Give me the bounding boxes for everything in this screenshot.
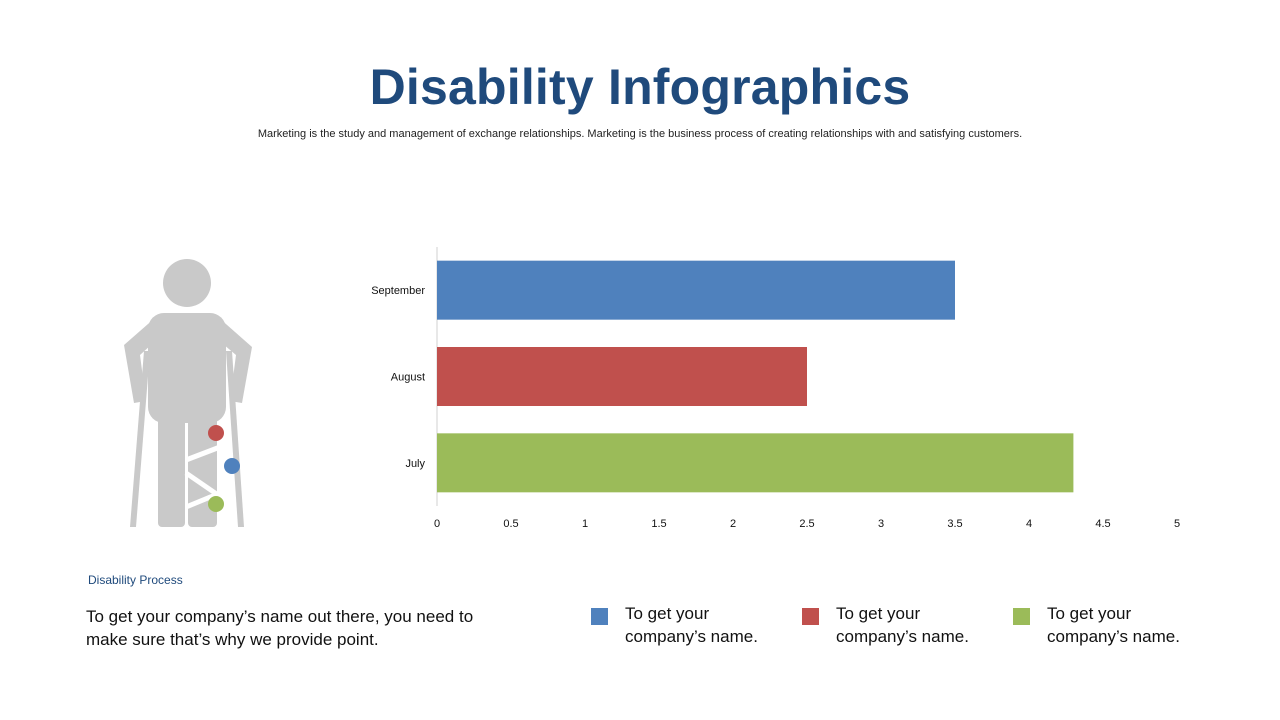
bar-chart: September August July 0 0.5 1 1.5 2 2.5 3 3.5 4 4.5 5	[371, 247, 1180, 530]
legend-swatch-blue	[591, 608, 608, 625]
legend-text: To get your company’s name.	[625, 604, 758, 646]
x-tick-label: 3	[878, 518, 884, 530]
body-text: To get your company’s name out there, yo…	[86, 607, 474, 649]
figure-left-leg	[158, 405, 185, 527]
figure-head	[163, 259, 211, 307]
legend-text: To get your company’s name.	[1047, 604, 1180, 646]
marker-blue	[224, 458, 240, 474]
x-tick-label: 4	[1026, 518, 1032, 530]
bar-september	[437, 260, 955, 320]
right-crutch	[226, 351, 244, 527]
legend-swatch-red	[802, 608, 819, 625]
bar-july	[437, 433, 1074, 493]
category-label: August	[391, 372, 425, 384]
bandage-stripe	[185, 490, 221, 510]
x-tick-label: 0	[434, 518, 440, 530]
bandage-stripe	[184, 470, 220, 498]
x-tick-label: 2.5	[799, 518, 814, 530]
category-label: July	[405, 458, 425, 470]
figure-torso	[148, 313, 226, 423]
legend-text: To get your company’s name.	[836, 604, 969, 646]
figure-right-arm	[210, 317, 252, 403]
bar-august	[437, 347, 807, 406]
page-title: Disability Infographics	[369, 59, 911, 115]
person-with-crutches-icon	[124, 259, 252, 527]
left-crutch	[130, 351, 150, 527]
legend-swatch-green	[1013, 608, 1030, 625]
section-label: Disability Process	[88, 573, 183, 587]
x-tick-label: 0.5	[503, 518, 518, 530]
marker-green	[208, 496, 224, 512]
marker-red	[208, 425, 224, 441]
x-tick-label: 2	[730, 518, 736, 530]
x-tick-label: 3.5	[947, 518, 962, 530]
x-tick-label: 5	[1174, 518, 1180, 530]
x-tick-label: 1	[582, 518, 588, 530]
figure-left-arm	[124, 317, 164, 403]
bandage-stripe	[185, 444, 221, 463]
page-subtitle: Marketing is the study and management of…	[257, 128, 1023, 140]
x-tick-label: 4.5	[1095, 518, 1110, 530]
x-tick-label: 1.5	[651, 518, 666, 530]
category-label: September	[371, 285, 425, 297]
